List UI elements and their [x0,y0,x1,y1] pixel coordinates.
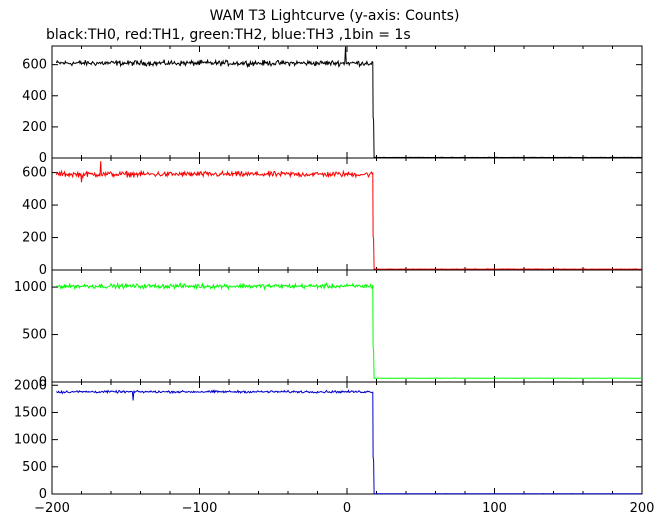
y-tick-label: 1000 [14,280,47,295]
y-tick-label: 500 [22,328,47,343]
y-tick-label: 400 [22,198,47,213]
y-tick-label: 0 [39,263,47,278]
y-tick-label: 0 [39,487,47,502]
chart-title: WAM T3 Lightcurve (y-axis: Counts) [209,8,460,24]
x-tick-label: 0 [343,501,351,515]
y-tick-label: 500 [22,460,47,475]
y-tick-label: 2000 [14,378,47,393]
x-tick-label: −100 [182,501,218,515]
panel-frame-TH3 [51,381,643,495]
x-tick-label: −200 [34,501,70,515]
chart-subtitle: black:TH0, red:TH1, green:TH2, blue:TH3 … [46,27,411,43]
y-tick-label: 1000 [14,433,47,448]
series-line-TH3 [56,389,642,495]
y-tick-label: 1500 [14,405,47,420]
x-tick-label: 100 [482,501,507,515]
series-line-TH0 [55,46,643,159]
y-tick-label: 200 [22,120,47,135]
y-tick-label: 0 [39,375,47,390]
x-tick-label: 200 [630,501,655,515]
y-tick-label: 600 [22,58,47,73]
y-tick-label: 0 [39,151,47,166]
y-tick-label: 400 [22,89,47,104]
series-line-TH1 [55,161,643,270]
y-tick-label: 200 [22,231,47,246]
series-line-TH2 [56,281,643,379]
y-tick-label: 600 [22,166,47,181]
